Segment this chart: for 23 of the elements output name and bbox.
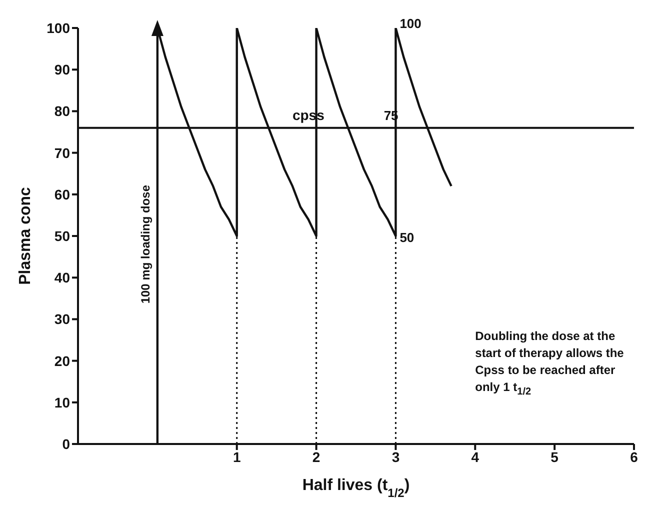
y-tick-label: 40 [54, 270, 70, 286]
y-tick-label: 100 [46, 20, 70, 36]
y-axis-title: Plasma conc [17, 186, 34, 285]
annotation: 100 mg loading dose [138, 184, 152, 304]
x-tick-label: 3 [392, 448, 400, 465]
y-tick-label: 30 [54, 311, 70, 328]
y-tick-label: 20 [54, 352, 70, 369]
x-axis-title: Half lives (t$_{1/2}$) [302, 477, 410, 500]
annotation: 100 [400, 16, 422, 31]
y-tick-label: 90 [54, 62, 70, 78]
y-tick-label: 0 [62, 436, 70, 452]
x-tick-label: 1 [232, 448, 241, 465]
y-tick-label: 60 [54, 186, 70, 202]
y-tick-label: 70 [54, 144, 70, 161]
annotation: Doubling the dose at the start of therapy allows the Cpss to be reached after only 1 t$_{1/2}$ [475, 328, 625, 399]
x-tick-label: 4 [471, 448, 480, 465]
y-tick-label: 80 [54, 103, 70, 120]
annotation: 50 [400, 230, 414, 245]
x-tick-label: 6 [630, 448, 638, 465]
y-tick-label: 50 [54, 228, 70, 244]
x-tick-label: 2 [312, 448, 320, 465]
y-tick-label: 10 [54, 394, 70, 410]
x-tick-label: 5 [550, 448, 559, 465]
